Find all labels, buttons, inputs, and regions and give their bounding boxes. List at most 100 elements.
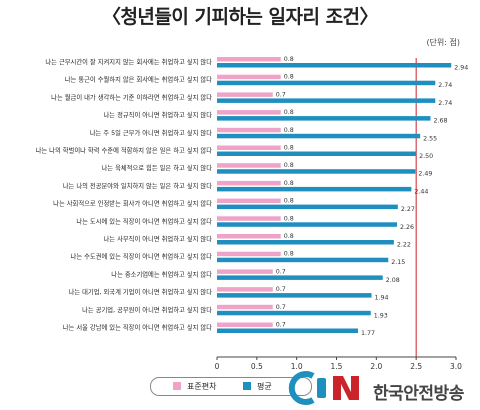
- bar-sd: [217, 269, 273, 274]
- legend-swatch-sd: [173, 382, 181, 390]
- bar-mean: [217, 80, 436, 86]
- bar-mean: [217, 240, 394, 245]
- bar-sd: [217, 163, 281, 168]
- bar-mean: [217, 222, 398, 227]
- category-label: 나는 육체적으로 힘든 일은 하고 싶지 않다: [102, 163, 213, 172]
- value-label-mean: 2.49: [418, 171, 432, 178]
- category-label: 나는 월급이 내가 생각하는 기준 이하라면 취업하고 싶지 않다: [51, 92, 212, 101]
- bar-sd: [217, 145, 281, 150]
- x-tick-label: 0: [215, 362, 220, 371]
- bar-mean: [217, 257, 389, 263]
- csbn-logo-mark: [288, 371, 359, 405]
- category-label: 나는 통근이 수월하지 않은 회사에는 취업하고 싶지 않다: [65, 75, 212, 84]
- x-tick-label: 2.0: [370, 362, 382, 371]
- bar-sd: [217, 304, 273, 310]
- category-label: 나는 수도권에 있는 직장이 아니면 취업하고 싶지 않다: [71, 252, 213, 261]
- category-label: 나는 사회적으로 인정받는 회사가 아니면 취업하고 싶지 않다: [53, 199, 212, 208]
- category-label: 나는 나의 전공분야와 일치하지 않는 일은 하고 싶지 않다: [63, 181, 212, 190]
- value-label-mean: 1.93: [374, 312, 388, 319]
- legend-label-mean: 평균: [257, 382, 272, 391]
- bar-sd: [217, 180, 281, 186]
- category-label: 나는 도시에 있는 직장이 아니면 취업하고 싶지 않다: [76, 216, 212, 225]
- value-label-sd: 0.7: [276, 322, 286, 329]
- category-label: 나는 대기업, 외국계 기업이 아니면 취업하고 싶지 않다: [69, 287, 213, 296]
- category-label: 나는 나의 학벌이나 학력 수준에 적합하지 않은 일은 하고 싶지 않다: [36, 146, 213, 155]
- value-label-sd: 0.8: [284, 56, 294, 63]
- bar-mean: [217, 169, 416, 174]
- bar-sd: [217, 251, 281, 257]
- value-label-sd: 0.7: [276, 268, 286, 275]
- bar-sd: [217, 287, 273, 292]
- x-tick-label: 3.0: [450, 362, 462, 371]
- value-label-sd: 0.8: [284, 127, 294, 134]
- value-label-mean: 2.74: [438, 100, 452, 107]
- value-label-sd: 0.7: [276, 286, 286, 293]
- value-label-mean: 1.94: [375, 295, 389, 302]
- bar-sd: [217, 74, 281, 80]
- bar-sd: [217, 110, 281, 115]
- bar-mean: [217, 293, 372, 298]
- value-label-mean: 2.50: [419, 153, 433, 160]
- legend-swatch-mean: [243, 382, 251, 390]
- value-label-mean: 2.15: [391, 259, 405, 266]
- category-label: 나는 사무직이 아니면 취업하고 싶지 않다: [104, 234, 213, 243]
- value-label-sd: 0.7: [276, 304, 286, 311]
- bar-mean: [217, 275, 383, 280]
- bar-sd: [217, 92, 273, 97]
- value-label-mean: 2.68: [434, 118, 448, 125]
- category-label: 나는 공기업, 공무원이 아니면 취업하고 싶지 않다: [82, 305, 212, 314]
- x-tick-label: 1.0: [291, 362, 303, 371]
- bar-sd: [217, 198, 281, 204]
- value-label-sd: 0.8: [284, 198, 294, 205]
- watermark-text: 한국안전방송: [373, 384, 464, 404]
- legend: 표준편차 평균: [150, 377, 312, 396]
- value-label-sd: 0.8: [284, 109, 294, 116]
- x-tick-label: 2.5: [410, 362, 422, 371]
- bar-mean: [217, 116, 431, 121]
- category-label: 나는 중소기업에는 취업하고 싶지 않다: [111, 269, 212, 278]
- value-label-sd: 0.8: [284, 215, 294, 222]
- bar-sd: [217, 127, 281, 133]
- value-label-mean: 2.26: [400, 224, 414, 231]
- bar-mean: [217, 204, 398, 210]
- bar-sd: [217, 57, 281, 62]
- value-label-mean: 2.27: [401, 206, 415, 213]
- value-label-sd: 0.8: [284, 233, 294, 240]
- value-label-mean: 2.55: [423, 135, 437, 142]
- category-label: 나는 근무시간이 잘 지켜지지 않는 회사에는 취업하고 싶지 않다: [45, 57, 212, 66]
- bar-mean: [217, 310, 371, 316]
- watermark-logo: 한국안전방송: [283, 370, 477, 406]
- legend-item-sd: 표준편차: [173, 381, 216, 392]
- value-label-mean: 2.74: [438, 82, 452, 89]
- value-label-mean: 2.08: [386, 277, 400, 284]
- bar-mean: [217, 63, 452, 68]
- chart-title: 〈청년들이 기피하는 일자리 조건〉: [101, 6, 379, 28]
- legend-label-sd: 표준편차: [187, 382, 217, 391]
- bar-mean: [217, 328, 359, 333]
- category-label: 나는 정규직이 아니면 취업하고 싶지 않다: [104, 110, 213, 119]
- bar-mean: [217, 133, 421, 139]
- value-label-sd: 0.8: [284, 162, 294, 169]
- bar-mean: [217, 98, 436, 103]
- value-label-mean: 2.22: [397, 242, 411, 249]
- bar-mean: [217, 151, 417, 156]
- value-label-sd: 0.8: [284, 251, 294, 258]
- value-label-sd: 0.8: [284, 180, 294, 187]
- value-label-mean: 2.44: [414, 188, 428, 195]
- category-label: 나는 서울 강남에 있는 직장이 아니면 취업하고 싶지 않다: [63, 323, 212, 332]
- value-label-sd: 0.8: [284, 145, 294, 152]
- x-tick-label: 0.5: [251, 362, 263, 371]
- unit-label: (단위: 점): [426, 38, 460, 47]
- x-tick-label: 1.5: [331, 362, 343, 371]
- value-label-sd: 0.8: [284, 74, 294, 81]
- legend-item-mean: 평균: [243, 381, 272, 392]
- value-label-mean: 2.94: [454, 65, 468, 72]
- bar-sd: [217, 322, 273, 327]
- bar-sd: [217, 234, 281, 239]
- value-label-sd: 0.7: [276, 91, 286, 98]
- bar-sd: [217, 216, 281, 221]
- bar-mean: [217, 186, 412, 192]
- category-label: 나는 주 5일 근무가 아니면 취업하고 싶지 않다: [90, 128, 213, 137]
- value-label-mean: 1.77: [361, 330, 375, 337]
